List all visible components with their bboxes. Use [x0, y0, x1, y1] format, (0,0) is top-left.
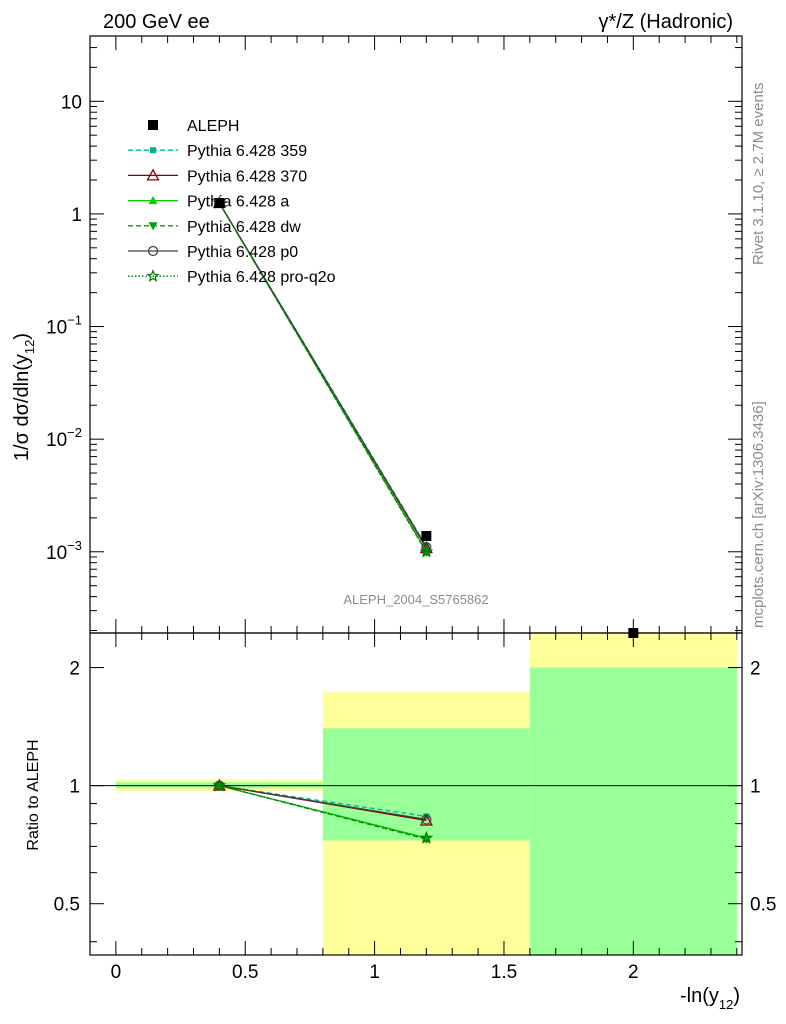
green-band-2: [529, 667, 737, 955]
ratio-uncertainty-bands: [115, 633, 737, 955]
ratio-frame: [89, 632, 743, 956]
x-axis-title-close: ): [733, 985, 740, 1007]
ratio-series-layer: [212, 778, 434, 844]
legend-label-0: Pythia 6.428 359: [187, 143, 307, 160]
main-y-tick-label-exponent: −2: [67, 425, 82, 440]
x-tick-label: 2: [628, 962, 639, 983]
main-y-tick-label-base: 10: [46, 318, 67, 339]
main-y-tick-label-base: 10: [46, 430, 67, 451]
ratio-y-tick-label-right: 1: [750, 777, 761, 798]
ratio-series-line-5: [219, 785, 427, 839]
legend-label-4: Pythia 6.428 p0: [187, 244, 298, 261]
main-y-tick-label-exponent: −3: [67, 538, 82, 553]
main-y-axis-title: 1/σ dσ/dln(y12): [11, 333, 37, 461]
ratio-y-axis-title: Ratio to ALEPH: [25, 739, 42, 850]
legend-entry-4: Pythia 6.428 p0: [128, 244, 298, 261]
main-y-tick-label: 10−1: [46, 313, 82, 339]
legend-marker-5: [146, 268, 160, 283]
legend-entry-1: Pythia 6.428 370: [128, 168, 307, 185]
header-left-title: 200 GeV ee: [103, 11, 210, 33]
legend-label-aleph: ALEPH: [187, 118, 239, 135]
main-y-tick-label: 10−2: [46, 425, 82, 451]
green-band-1: [322, 728, 530, 841]
legend-label-5: Pythia 6.428 pro-q2o: [187, 269, 336, 286]
main-y-tick-label: 10: [61, 92, 82, 113]
ratio-series-point-1: [419, 813, 433, 826]
ratio-series-point-5: [419, 830, 434, 844]
legend-label-1: Pythia 6.428 370: [187, 168, 307, 185]
x-tick-label: 1: [369, 962, 380, 983]
legend-marker-0: [150, 147, 156, 154]
aleph-data-point: [421, 531, 432, 542]
main-series-point-4: [421, 542, 432, 553]
legend-entry-2: Pythia 6.428 a: [128, 194, 289, 211]
ratio-y-tick-label-right: 2: [750, 659, 761, 680]
mcplots-label: mcplots.cern.ch [arXiv:1306.3436]: [750, 401, 767, 628]
ratio-y-tick-label: 1: [69, 777, 80, 798]
analysis-watermark: ALEPH_2004_S5765862: [343, 592, 488, 607]
main-series-point-5: [419, 544, 434, 558]
legend-marker-1: [146, 168, 160, 181]
ratio-series-point-5: [212, 778, 227, 792]
ratio-y-tick-label: 2: [69, 659, 80, 680]
ratio-series-point-4: [421, 814, 432, 825]
aleph-data-point: [214, 198, 225, 209]
x-axis-title: -ln(y12): [680, 985, 740, 1012]
main-y-tick-label: 10−3: [46, 538, 82, 564]
x-axis-title-sub: 12: [719, 997, 733, 1012]
x-tick-label: 0.5: [232, 962, 258, 983]
rivet-version-label: Rivet 3.1.10, ≥ 2.7M events: [750, 83, 767, 266]
legend-entry-aleph: ALEPH: [148, 118, 239, 135]
main-y-axis-title-sub: 12: [22, 340, 37, 354]
x-tick-label: 1.5: [491, 962, 517, 983]
legend-marker-2: [148, 196, 158, 205]
legend-label-3: Pythia 6.428 dw: [187, 219, 301, 236]
main-y-tick-label-base: 10: [46, 543, 67, 564]
main-y-tick-label-base: 1: [71, 205, 82, 226]
aleph-data-point: [628, 628, 639, 638]
main-y-tick-label-exponent: −1: [67, 313, 82, 328]
header-right-title: γ*/Z (Hadronic): [599, 11, 733, 33]
legend-marker-aleph: [148, 120, 158, 130]
legend-label-2: Pythia 6.428 a: [187, 194, 289, 211]
main-series-line-5: [218, 202, 427, 553]
legend-entry-5: Pythia 6.428 pro-q2o: [128, 268, 336, 286]
main-y-axis-title-main: 1/σ dσ/dln(y: [11, 354, 33, 461]
ratio-axes: 0.5 0.5 1 1 2 2 0 0.5 1 1.5 2: [54, 632, 776, 983]
main-y-tick-label: 1: [71, 205, 82, 226]
main-y-tick-label-base: 10: [61, 92, 82, 113]
ratio-series-line-4: [219, 784, 427, 821]
legend-marker-3: [148, 222, 158, 231]
main-y-axis-title-close: ): [11, 333, 33, 340]
main-series-layer: [212, 195, 639, 638]
legend-marker-4: [147, 245, 159, 257]
x-axis-title-main: -ln(y: [680, 985, 719, 1007]
x-tick-label: 0: [111, 962, 122, 983]
legend: ALEPH Pythia 6.428 359 Pythia 6.428 370 Pyt…: [128, 118, 336, 286]
ratio-y-tick-label-right: 0.5: [750, 895, 776, 916]
legend-entry-0: Pythia 6.428 359: [128, 143, 307, 160]
ratio-series-point-0: [423, 813, 430, 820]
legend-entry-3: Pythia 6.428 dw: [128, 219, 301, 236]
ratio-y-tick-label: 0.5: [54, 895, 80, 916]
